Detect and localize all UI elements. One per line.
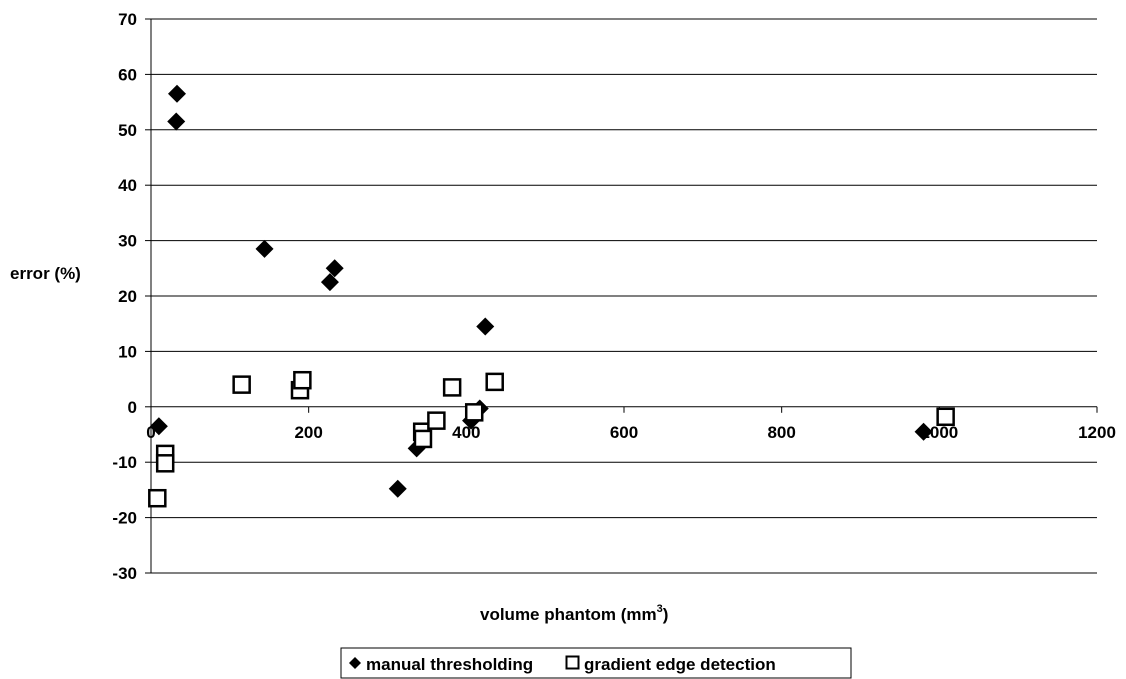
data-points [148, 84, 955, 508]
y-tick-label: -20 [112, 509, 137, 528]
point-manual-thresholding [325, 259, 344, 278]
x-tick-label: 400 [452, 423, 480, 442]
y-tick-label: 10 [118, 342, 137, 361]
x-tick-label: 1000 [920, 423, 958, 442]
point-manual-thresholding [388, 479, 407, 498]
point-gradient-edge-detection [148, 488, 167, 508]
point-manual-thresholding [914, 422, 933, 441]
y-axis-title: error (%) [10, 264, 81, 283]
y-tick-label: 50 [118, 121, 137, 140]
point-gradient-edge-detection [413, 429, 433, 449]
point-gradient-edge-detection [485, 372, 504, 392]
gridlines [151, 18, 1097, 574]
point-gradient-edge-detection [155, 454, 175, 473]
y-tick-label: 30 [118, 232, 137, 251]
legend: manual thresholding gradient edge detect… [340, 647, 852, 679]
y-tick-labels: 70 60 50 40 30 20 10 0 -10 -20 -30 [112, 10, 137, 583]
y-tick-label: 60 [118, 65, 137, 84]
x-tick-label: 1200 [1078, 423, 1116, 442]
x-axis-title-superscript: 3 [657, 603, 663, 615]
point-gradient-edge-detection [464, 403, 484, 422]
point-manual-thresholding [149, 417, 168, 436]
x-tick-label: 800 [767, 423, 795, 442]
point-gradient-edge-detection [293, 370, 312, 390]
legend-square-marker [565, 655, 580, 670]
point-manual-thresholding [168, 84, 187, 103]
x-axis-title-suffix: ) [663, 605, 669, 624]
y-tick-label: 0 [128, 398, 137, 417]
point-manual-thresholding [167, 112, 186, 131]
x-axis-title: volume phantom (mm3) [480, 603, 668, 624]
x-axis-title-main: volume phantom (mm [480, 605, 657, 624]
x-tick-label: 200 [294, 423, 322, 442]
point-manual-thresholding [476, 317, 495, 336]
point-gradient-edge-detection [936, 407, 955, 427]
point-gradient-edge-detection [232, 375, 251, 394]
y-tick-label: 40 [118, 176, 137, 195]
point-gradient-edge-detection [442, 378, 462, 397]
legend-label-manual-thresholding: manual thresholding [366, 655, 533, 674]
x-tick-label: 600 [610, 423, 638, 442]
y-tick-label: -10 [112, 453, 137, 472]
legend-box [340, 647, 852, 679]
axes [145, 18, 1098, 574]
point-gradient-edge-detection [427, 411, 446, 430]
point-manual-thresholding [320, 273, 339, 292]
x-tick-label: 0 [146, 423, 155, 442]
point-manual-thresholding [255, 239, 274, 258]
x-tick-labels: 0 200 400 600 800 1000 1200 [146, 423, 1116, 442]
y-tick-label: 20 [118, 287, 137, 306]
y-tick-label: 70 [118, 10, 137, 29]
legend-diamond-marker [349, 657, 361, 669]
y-tick-label: -30 [112, 564, 137, 583]
legend-label-gradient-edge-detection: gradient edge detection [584, 655, 776, 674]
